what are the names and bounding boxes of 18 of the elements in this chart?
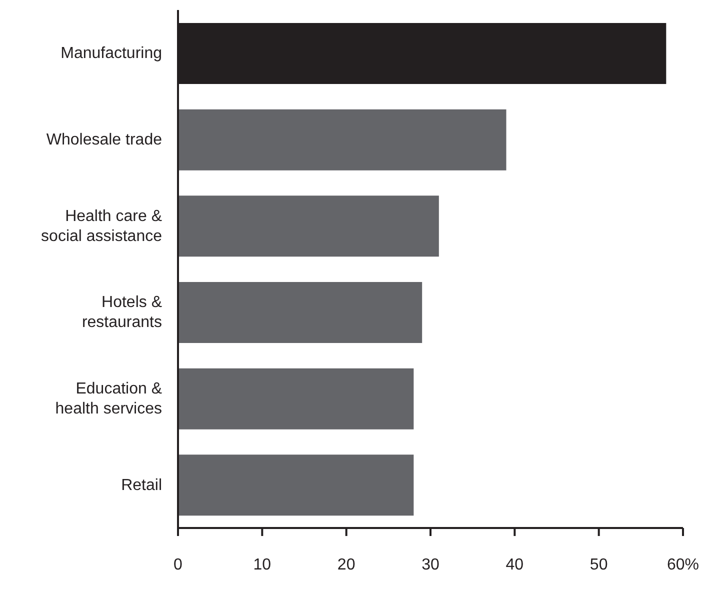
x-tick-label: 50 [590, 556, 608, 574]
y-tick-label: Manufacturing [60, 44, 162, 62]
y-tick-label: Hotels & restaurants [82, 294, 162, 331]
y-tick-label: Health care & social assistance [41, 207, 162, 244]
y-tick-label: Education & health services [55, 380, 162, 417]
bar [178, 109, 506, 170]
bar [178, 282, 422, 343]
x-tick-label: 40 [506, 556, 524, 574]
bar [178, 454, 414, 516]
x-tick-label: 0 [174, 556, 183, 574]
y-tick-label: Retail [121, 476, 162, 494]
y-tick-label: Wholesale trade [46, 131, 162, 148]
x-tick-label: 60% [666, 556, 700, 574]
x-tick-label: 30 [422, 556, 440, 574]
bar [178, 196, 439, 257]
bar [178, 368, 414, 430]
x-tick-label: 20 [337, 556, 356, 574]
x-tick-label: 10 [253, 556, 272, 574]
